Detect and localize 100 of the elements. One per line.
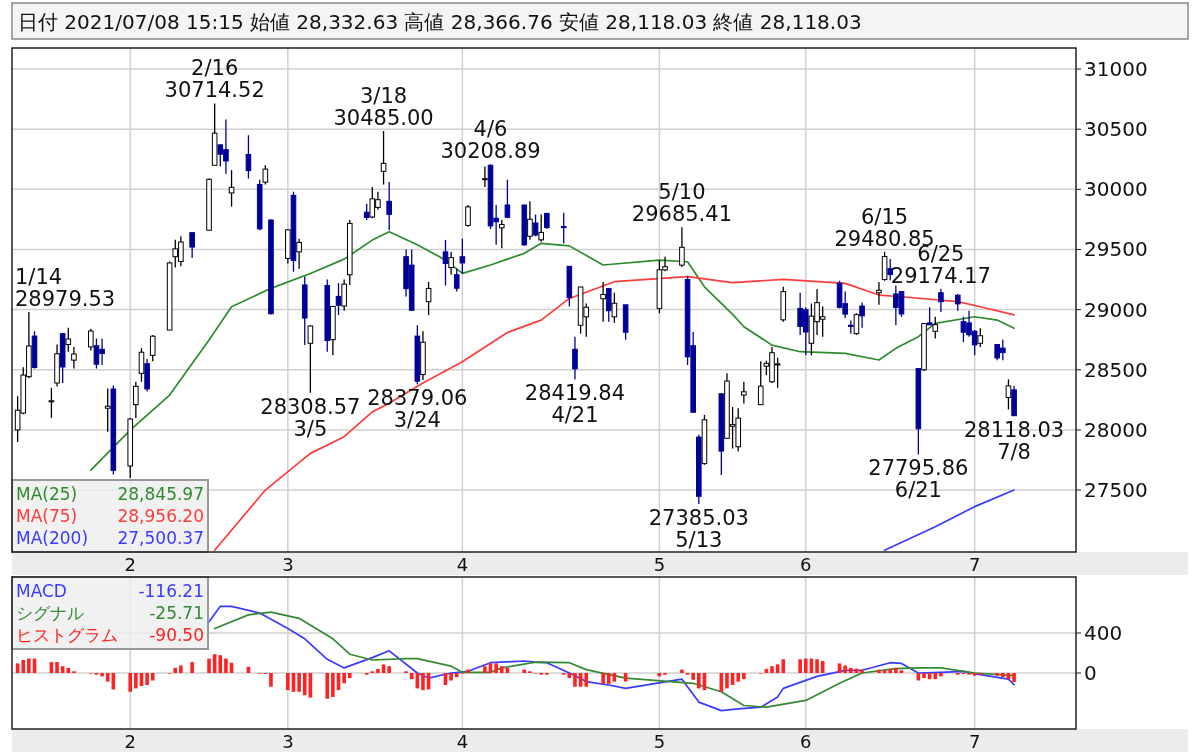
annotation: -90.50: [149, 625, 204, 645]
bar: [466, 669, 470, 673]
bar: [173, 667, 178, 673]
bar: [331, 673, 335, 697]
bar: [584, 673, 589, 687]
y-tick-label: 29500: [1084, 237, 1148, 262]
bar: [150, 673, 155, 681]
annotation: 28419.84 4/21: [524, 381, 626, 428]
bar: [105, 673, 110, 682]
bar: [387, 666, 391, 673]
annotation: 27385.03 5/13: [648, 505, 749, 552]
bar: [421, 673, 425, 691]
bar: [691, 673, 695, 680]
y-tick-label: 28000: [1084, 417, 1148, 442]
annotation: 5/10 29685.41: [631, 180, 733, 227]
x-tick-label: 7: [968, 731, 981, 752]
x-tick-label: 3: [282, 731, 294, 752]
bar: [449, 673, 453, 681]
y-tick-label: 28500: [1084, 357, 1148, 382]
series-label: ヒストグラム: [16, 625, 118, 645]
annotation: 3/18 30485.00: [333, 84, 434, 130]
bar: [877, 669, 881, 673]
bar: [224, 658, 228, 673]
x-tick-label: 7: [968, 554, 981, 575]
annotation: -25.71: [149, 603, 204, 623]
bar: [798, 659, 802, 673]
bar: [218, 655, 223, 673]
bar: [781, 659, 786, 673]
bar: [995, 673, 999, 676]
bar: [286, 673, 290, 691]
bar: [100, 673, 104, 677]
bar: [815, 659, 819, 673]
bar: [922, 673, 926, 679]
bar: [21, 660, 26, 673]
y-tick-label: 27500: [1084, 478, 1148, 503]
bar: [128, 673, 133, 692]
x-tick-label: 2: [124, 554, 136, 575]
annotation: 1/14 28979.53: [15, 265, 116, 312]
bar: [297, 673, 301, 692]
bar: [725, 673, 729, 689]
y-tick-label: 30000: [1084, 177, 1148, 202]
bar: [860, 669, 864, 673]
text: MACD: [16, 581, 67, 601]
bar: [843, 665, 847, 673]
bar: [680, 669, 684, 673]
bar: [972, 673, 977, 676]
bar: [697, 673, 701, 689]
y-tick-label: 29000: [1084, 297, 1148, 322]
bar: [1012, 673, 1016, 683]
annotation: 27795.86 6/21: [868, 456, 969, 503]
bar: [933, 673, 938, 680]
y-tick-label: 31000: [1084, 57, 1148, 82]
annotation: 28,956.20: [117, 506, 204, 526]
bar: [134, 673, 138, 689]
y-tick-label: 30500: [1084, 117, 1148, 142]
bar: [483, 666, 487, 673]
annotation: -116.21: [138, 581, 204, 601]
x-tick-label: 2: [124, 731, 136, 752]
bar: [347, 673, 352, 679]
bar: [770, 666, 774, 673]
bar: [207, 658, 211, 673]
bar: [145, 673, 149, 685]
x-tick-label: 6: [800, 731, 812, 752]
annotation: 4/6 30208.89: [440, 117, 541, 164]
bar: [939, 673, 943, 677]
x-tick-label: 4: [456, 731, 469, 752]
bar: [325, 673, 330, 699]
bar: [573, 673, 577, 687]
text: シグナル: [16, 603, 84, 623]
bar: [606, 673, 611, 684]
y-tick-label: 0: [1084, 661, 1097, 685]
bar: [342, 673, 346, 684]
x-tick-label: 6: [800, 554, 812, 575]
bar: [899, 670, 904, 673]
text: MA(200): [16, 528, 89, 548]
bar: [499, 666, 504, 673]
annotation: 2/16 30714.52: [164, 56, 265, 103]
x-tick-label: 4: [456, 554, 469, 575]
annotation: 28,845.97: [117, 484, 204, 504]
x-tick-label: 5: [653, 731, 666, 752]
bar: [522, 669, 527, 673]
bar: [849, 667, 853, 673]
text: MA(75): [16, 506, 78, 526]
series-label: MA(25): [16, 484, 78, 504]
bar: [494, 663, 498, 673]
bar: [454, 673, 459, 678]
x-tick-label: 3: [282, 554, 294, 575]
bar: [803, 658, 808, 673]
bar: [882, 670, 887, 673]
bar: [742, 673, 746, 680]
bar: [27, 658, 31, 673]
bar: [55, 662, 59, 673]
bar: [179, 665, 183, 673]
bar: [409, 673, 414, 680]
bar: [894, 667, 898, 673]
bar: [1001, 673, 1005, 678]
bar: [736, 673, 741, 682]
bar: [66, 667, 71, 673]
bar: [269, 673, 273, 687]
bar: [376, 668, 380, 673]
